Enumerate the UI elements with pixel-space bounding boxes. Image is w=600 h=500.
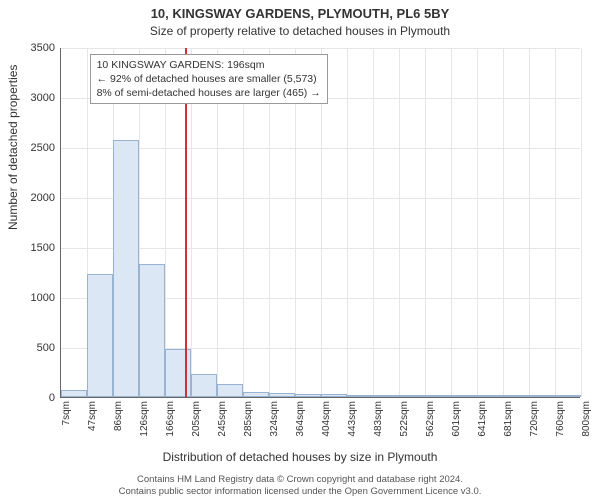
x-tick-label: 166sqm — [165, 401, 176, 437]
y-tick-label: 1500 — [31, 242, 55, 254]
histogram-bar — [113, 140, 139, 397]
gridline-v — [477, 48, 478, 397]
histogram-bar — [373, 395, 399, 397]
histogram-bar — [503, 395, 529, 397]
x-tick-label: 641sqm — [477, 401, 488, 437]
histogram-bar — [555, 395, 581, 397]
y-tick-label: 3000 — [31, 92, 55, 104]
x-tick-label: 404sqm — [321, 401, 332, 437]
annotation-line-3: 8% of semi-detached houses are larger (4… — [97, 86, 321, 100]
x-tick-label: 364sqm — [295, 401, 306, 437]
gridline-v — [581, 48, 582, 397]
x-tick-label: 86sqm — [113, 401, 124, 431]
histogram-bar — [451, 395, 477, 397]
histogram-bar — [217, 384, 243, 397]
x-tick-label: 443sqm — [347, 401, 358, 437]
footer-line-1: Contains HM Land Registry data © Crown c… — [0, 474, 600, 486]
histogram-bar — [295, 394, 321, 397]
footer-attribution: Contains HM Land Registry data © Crown c… — [0, 474, 600, 498]
x-tick-label: 681sqm — [503, 401, 514, 437]
page-subtitle: Size of property relative to detached ho… — [0, 24, 600, 38]
x-tick-label: 47sqm — [87, 401, 98, 431]
x-tick-label: 7sqm — [61, 401, 72, 425]
gridline-v — [503, 48, 504, 397]
x-tick-label: 720sqm — [529, 401, 540, 437]
histogram-bar — [61, 390, 87, 397]
x-tick-label: 760sqm — [555, 401, 566, 437]
x-tick-label: 522sqm — [399, 401, 410, 437]
page-title: 10, KINGSWAY GARDENS, PLYMOUTH, PL6 5BY — [0, 6, 600, 21]
histogram-bar — [139, 264, 165, 397]
histogram-bar — [269, 393, 295, 397]
histogram-bar — [321, 394, 347, 397]
y-tick-label: 0 — [49, 392, 55, 404]
annotation-box: 10 KINGSWAY GARDENS: 196sqm ← 92% of det… — [90, 54, 328, 105]
footer-line-2: Contains public sector information licen… — [0, 486, 600, 498]
x-tick-label: 324sqm — [269, 401, 280, 437]
x-axis-label: Distribution of detached houses by size … — [0, 450, 600, 464]
gridline-v — [529, 48, 530, 397]
x-tick-label: 285sqm — [243, 401, 254, 437]
x-tick-label: 483sqm — [373, 401, 384, 437]
chart-container: 10, KINGSWAY GARDENS, PLYMOUTH, PL6 5BY … — [0, 0, 600, 500]
y-tick-label: 2000 — [31, 192, 55, 204]
x-tick-label: 205sqm — [191, 401, 202, 437]
annotation-line-2: ← 92% of detached houses are smaller (5,… — [97, 72, 321, 86]
histogram-bar — [529, 395, 555, 397]
histogram-bar — [347, 395, 373, 397]
gridline-v — [347, 48, 348, 397]
histogram-bar — [243, 392, 269, 397]
x-tick-label: 245sqm — [217, 401, 228, 437]
gridline-v — [555, 48, 556, 397]
x-tick-label: 126sqm — [139, 401, 150, 437]
y-tick-label: 3500 — [31, 42, 55, 54]
histogram-bar — [87, 274, 113, 397]
histogram-bar — [399, 395, 425, 397]
gridline-v — [451, 48, 452, 397]
y-axis-label: Number of detached properties — [6, 65, 20, 230]
histogram-bar — [165, 349, 191, 397]
histogram-bar — [477, 395, 503, 397]
histogram-bar — [425, 395, 451, 397]
x-tick-label: 800sqm — [581, 401, 592, 437]
y-tick-label: 500 — [37, 342, 55, 354]
x-tick-label: 601sqm — [451, 401, 462, 437]
annotation-line-1: 10 KINGSWAY GARDENS: 196sqm — [97, 58, 321, 72]
y-tick-label: 1000 — [31, 292, 55, 304]
gridline-v — [425, 48, 426, 397]
histogram-bar — [191, 374, 217, 397]
gridline-v — [399, 48, 400, 397]
y-tick-label: 2500 — [31, 142, 55, 154]
gridline-v — [373, 48, 374, 397]
x-tick-label: 562sqm — [425, 401, 436, 437]
plot-area: 05001000150020002500300035007sqm47sqm86s… — [60, 48, 580, 398]
